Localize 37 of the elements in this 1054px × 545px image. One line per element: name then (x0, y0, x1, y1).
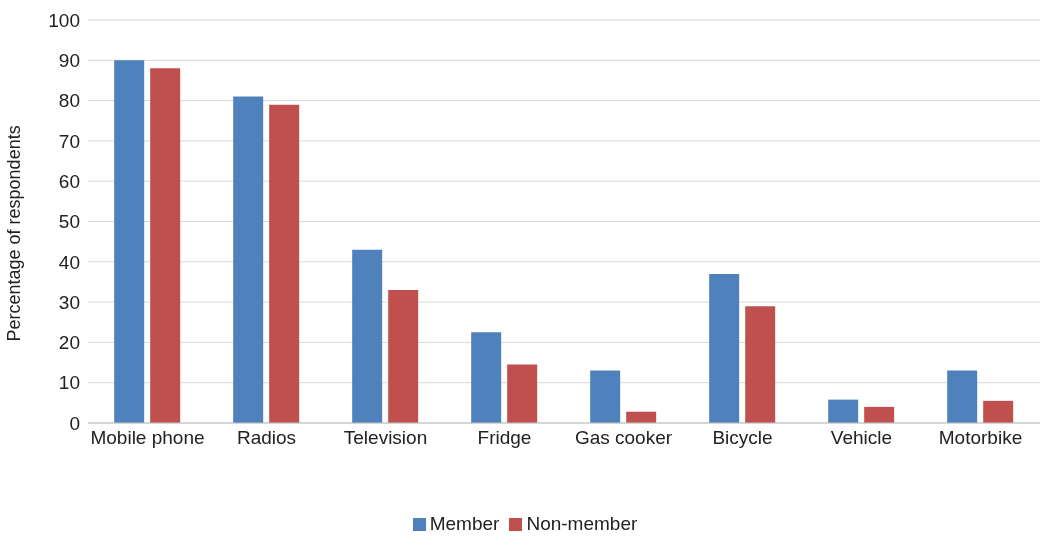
bar (471, 332, 502, 423)
y-tick-label: 60 (58, 170, 80, 192)
bar (590, 370, 621, 423)
x-tick-label: Motorbike (938, 427, 1023, 449)
y-axis-title: Percentage of respondents (4, 125, 25, 342)
bar (745, 306, 776, 423)
y-tick-label: 20 (58, 332, 80, 354)
bar (947, 370, 978, 423)
bar (828, 399, 859, 423)
x-tick-label: Bicycle (712, 427, 773, 449)
bar (233, 96, 264, 423)
bar (709, 273, 740, 423)
y-tick-label: 10 (58, 372, 80, 394)
bar (507, 364, 538, 423)
y-tick-label: 100 (48, 9, 80, 31)
x-tick-label: Vehicle (830, 427, 893, 449)
legend-label: Non-member (526, 513, 638, 534)
x-tick-label: Gas cooker (574, 427, 673, 449)
y-tick-label: 40 (58, 251, 80, 273)
y-tick-label: 80 (58, 90, 80, 112)
bar (150, 68, 181, 423)
x-tick-label: Television (343, 427, 428, 449)
x-tick-label: Mobile phone (90, 427, 205, 449)
y-tick-label: 50 (58, 211, 80, 233)
bar (269, 104, 300, 423)
bar (114, 60, 145, 423)
y-tick-label: 70 (58, 130, 80, 152)
bar (388, 290, 419, 423)
x-tick-label: Radios (236, 427, 297, 449)
legend-label: Member (429, 513, 500, 534)
bar (983, 400, 1014, 423)
y-tick-label: 90 (58, 50, 80, 72)
bar (352, 249, 383, 423)
y-tick-label: 30 (58, 291, 80, 313)
y-tick-label: 0 (69, 412, 80, 434)
bar (864, 406, 895, 423)
x-tick-label: Fridge (477, 427, 532, 449)
